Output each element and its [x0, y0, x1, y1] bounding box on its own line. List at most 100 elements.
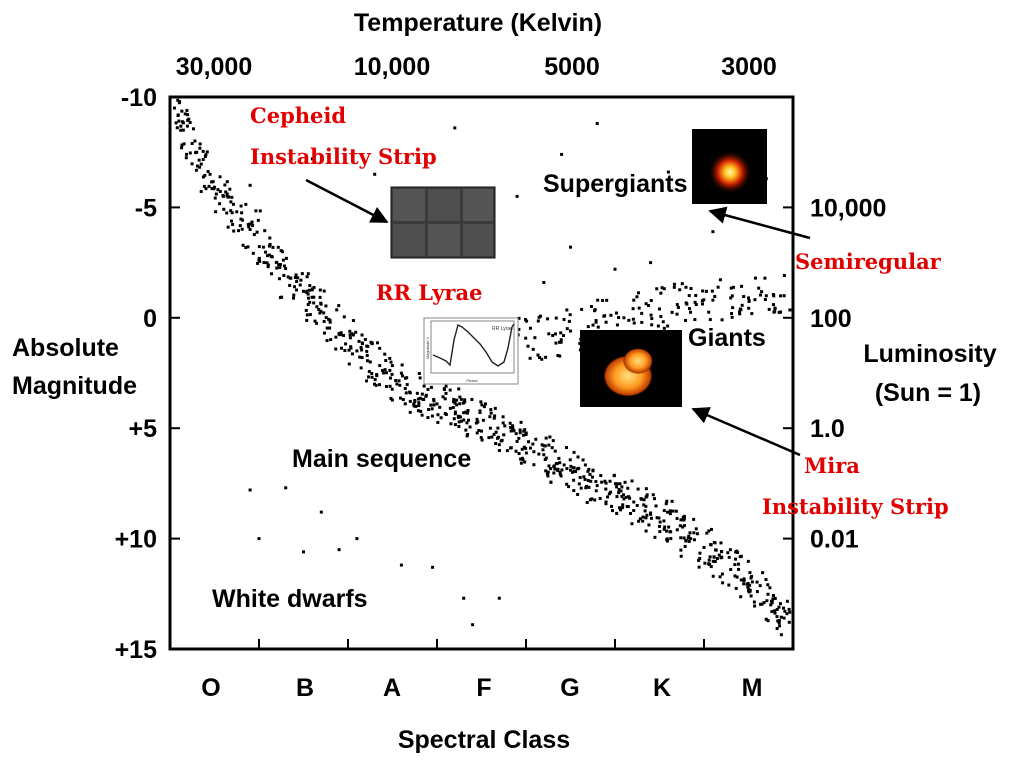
- star-point-main-sequence: [478, 410, 482, 414]
- star-point-main-sequence: [275, 266, 279, 270]
- star-point-giants: [678, 288, 682, 292]
- star-point-main-sequence: [703, 561, 707, 565]
- star-point-main-sequence: [679, 518, 683, 522]
- star-point-main-sequence: [519, 457, 523, 461]
- star-point-main-sequence: [717, 553, 721, 557]
- star-point-giants: [779, 294, 783, 298]
- star-point-main-sequence: [389, 360, 393, 364]
- star-point-main-sequence: [251, 251, 255, 255]
- star-point-giants: [578, 341, 582, 345]
- star-point-main-sequence: [276, 245, 280, 249]
- star-point-main-sequence: [709, 565, 713, 569]
- star-point-main-sequence: [318, 288, 322, 292]
- star-point-main-sequence: [514, 432, 518, 436]
- star-point-giants: [773, 306, 777, 310]
- star-point-main-sequence: [635, 503, 639, 507]
- star-point-main-sequence: [224, 190, 228, 194]
- star-point-main-sequence: [315, 321, 319, 325]
- star-point-main-sequence: [475, 431, 479, 435]
- star-point-giants: [594, 320, 598, 324]
- star-point-giants: [707, 310, 711, 314]
- star-point-main-sequence: [558, 472, 562, 476]
- star-point-main-sequence: [653, 497, 657, 501]
- star-point-main-sequence: [488, 415, 492, 419]
- star-point-giants: [694, 303, 698, 307]
- star-point-main-sequence: [702, 545, 706, 549]
- star-point-giants: [731, 285, 735, 289]
- star-point-white-dwarfs: [248, 488, 252, 492]
- star-point-giants: [782, 294, 786, 298]
- star-point-main-sequence: [509, 425, 513, 429]
- star-point-giants: [594, 319, 598, 323]
- star-point-main-sequence: [492, 432, 496, 436]
- star-point-main-sequence: [739, 554, 743, 558]
- star-point-giants: [637, 306, 641, 310]
- star-point-main-sequence: [293, 276, 297, 280]
- star-point-main-sequence: [755, 590, 759, 594]
- spectral-tick-a: A: [383, 674, 401, 702]
- star-point-main-sequence: [492, 416, 496, 420]
- star-point-main-sequence: [185, 108, 189, 112]
- star-point-giants: [528, 356, 532, 360]
- star-point-main-sequence: [773, 596, 777, 600]
- star-point-main-sequence: [544, 456, 548, 460]
- star-point-main-sequence: [319, 309, 323, 313]
- star-point-main-sequence: [416, 409, 420, 413]
- star-point-main-sequence: [459, 397, 463, 401]
- star-point-main-sequence: [404, 391, 408, 395]
- star-point-main-sequence: [666, 510, 670, 514]
- luminosity-tick-label: 0.01: [810, 526, 859, 554]
- star-point-main-sequence: [762, 601, 766, 605]
- star-point-main-sequence: [292, 293, 296, 297]
- star-point-main-sequence: [349, 345, 353, 349]
- star-point-main-sequence: [619, 489, 623, 493]
- star-point-main-sequence: [441, 395, 445, 399]
- star-point-main-sequence: [662, 509, 666, 513]
- star-point-main-sequence: [480, 438, 484, 442]
- star-point-main-sequence: [675, 528, 679, 532]
- star-point-main-sequence: [608, 479, 612, 483]
- star-point-main-sequence: [180, 109, 184, 113]
- star-point-giants: [716, 285, 720, 289]
- star-point-main-sequence: [776, 619, 780, 623]
- star-point-main-sequence: [769, 603, 773, 607]
- star-point-main-sequence: [496, 426, 500, 430]
- star-point-main-sequence: [186, 118, 190, 122]
- star-point-main-sequence: [501, 421, 505, 425]
- star-point-main-sequence: [294, 288, 298, 292]
- star-point-giants: [602, 314, 606, 318]
- star-point-main-sequence: [370, 371, 374, 375]
- star-point-main-sequence: [435, 402, 439, 406]
- star-point-main-sequence: [527, 440, 531, 444]
- star-point-main-sequence: [229, 219, 233, 223]
- star-point-main-sequence: [497, 449, 501, 453]
- star-point-main-sequence: [489, 408, 493, 412]
- star-point-main-sequence: [622, 493, 626, 497]
- star-point-giants: [632, 321, 636, 325]
- star-point-main-sequence: [478, 409, 482, 413]
- star-point-main-sequence: [587, 467, 591, 471]
- star-point-main-sequence: [643, 509, 647, 513]
- star-point-giants: [675, 303, 679, 307]
- star-point-giants: [670, 310, 674, 314]
- star-point-main-sequence: [186, 113, 190, 117]
- star-point-giants: [569, 329, 572, 333]
- star-point-main-sequence: [547, 443, 551, 447]
- star-point-main-sequence: [712, 555, 716, 559]
- star-point-main-sequence: [552, 471, 556, 475]
- star-point-main-sequence: [681, 525, 685, 529]
- star-point-main-sequence: [688, 531, 692, 535]
- star-point-supergiants: [373, 172, 377, 176]
- star-point-giants: [524, 318, 528, 322]
- star-point-main-sequence: [458, 402, 462, 406]
- star-point-main-sequence: [758, 584, 762, 588]
- star-point-main-sequence: [649, 511, 653, 515]
- star-point-giants: [565, 327, 569, 331]
- star-point-main-sequence: [679, 554, 683, 558]
- star-point-main-sequence: [511, 424, 515, 428]
- star-point-main-sequence: [375, 374, 379, 378]
- star-point-giants: [729, 286, 733, 290]
- star-point-main-sequence: [339, 346, 343, 350]
- star-point-main-sequence: [313, 319, 317, 323]
